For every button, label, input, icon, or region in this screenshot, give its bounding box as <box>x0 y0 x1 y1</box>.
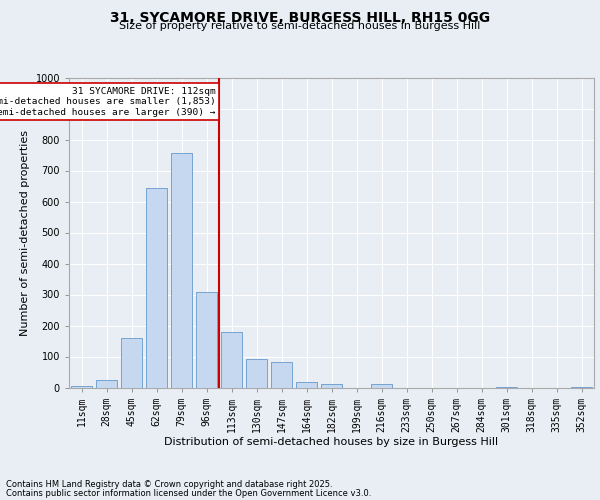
Bar <box>571 386 592 388</box>
X-axis label: Distribution of semi-detached houses by size in Burgess Hill: Distribution of semi-detached houses by … <box>164 438 499 448</box>
Y-axis label: Number of semi-detached properties: Number of semi-detached properties <box>20 130 30 336</box>
Text: Size of property relative to semi-detached houses in Burgess Hill: Size of property relative to semi-detach… <box>119 21 481 31</box>
Bar <box>196 292 217 388</box>
Bar <box>271 362 292 388</box>
Bar <box>296 382 317 388</box>
Bar <box>171 154 192 388</box>
Bar <box>321 384 342 388</box>
Bar <box>496 386 517 388</box>
Bar <box>96 380 117 388</box>
Bar <box>221 332 242 388</box>
Bar <box>371 384 392 388</box>
Bar <box>121 338 142 388</box>
Text: Contains public sector information licensed under the Open Government Licence v3: Contains public sector information licen… <box>6 488 371 498</box>
Bar <box>146 188 167 388</box>
Bar <box>71 386 92 388</box>
Text: 31, SYCAMORE DRIVE, BURGESS HILL, RH15 0GG: 31, SYCAMORE DRIVE, BURGESS HILL, RH15 0… <box>110 11 490 25</box>
Text: 31 SYCAMORE DRIVE: 112sqm
← 82% of semi-detached houses are smaller (1,853)
17% : 31 SYCAMORE DRIVE: 112sqm ← 82% of semi-… <box>0 87 215 117</box>
Text: Contains HM Land Registry data © Crown copyright and database right 2025.: Contains HM Land Registry data © Crown c… <box>6 480 332 489</box>
Bar <box>246 358 267 388</box>
